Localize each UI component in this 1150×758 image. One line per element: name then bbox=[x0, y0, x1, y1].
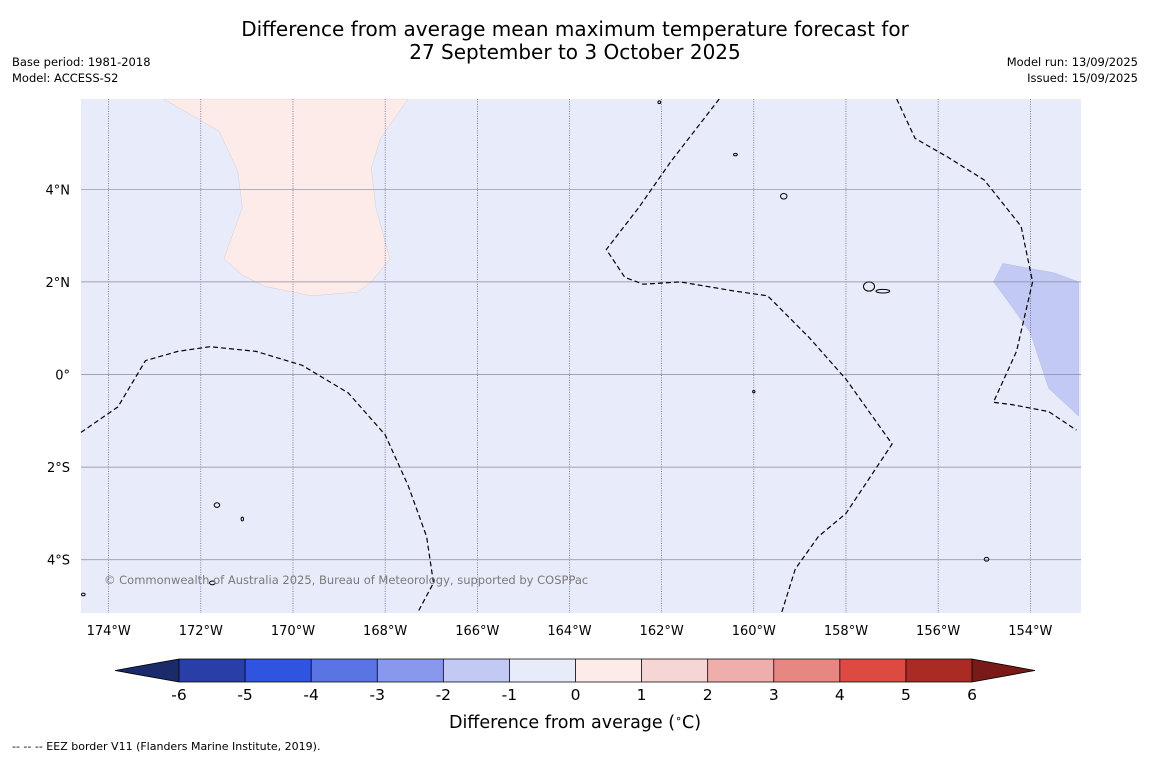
island-d bbox=[862, 281, 876, 292]
islands bbox=[80, 100, 990, 597]
colorbar-tick-label: -5 bbox=[237, 686, 252, 704]
longitude-tick-label: 156°W bbox=[916, 624, 960, 639]
longitude-tick-label: 168°W bbox=[363, 624, 407, 639]
colorbar-bin bbox=[443, 659, 510, 682]
latitude-tick-label: 4°S bbox=[47, 554, 70, 569]
colorbar-tick-label: -3 bbox=[370, 686, 385, 704]
issued-label: Issued: 15/09/2025 bbox=[1027, 70, 1138, 85]
colorbar-bin bbox=[575, 659, 642, 682]
chart-title-line-1: Difference from average mean maximum tem… bbox=[241, 17, 909, 41]
colorbar-bin bbox=[311, 659, 378, 682]
colorbar-tick-label: 6 bbox=[967, 686, 977, 704]
longitude-tick-label: 162°W bbox=[640, 624, 684, 639]
base-period-label: Base period: 1981-2018 bbox=[12, 55, 151, 69]
island-k bbox=[752, 389, 756, 394]
map-background bbox=[81, 99, 1081, 613]
longitude-tick-label: 160°W bbox=[732, 624, 776, 639]
colorbar-tick-label: 3 bbox=[769, 686, 779, 704]
island-j bbox=[80, 592, 86, 597]
colorbar-bin bbox=[509, 659, 576, 682]
island-h bbox=[209, 580, 216, 586]
longitude-tick-label: 154°W bbox=[1008, 624, 1052, 639]
map-grid bbox=[81, 99, 1081, 613]
colorbar-tick-label: -2 bbox=[436, 686, 451, 704]
model-run-label: Model run: 13/09/2025 bbox=[1006, 55, 1138, 69]
longitude-tick-label: 164°W bbox=[547, 624, 591, 639]
colorbar-tick-label: 1 bbox=[637, 686, 647, 704]
colorbar-bin bbox=[179, 659, 246, 682]
colorbar bbox=[114, 658, 1036, 683]
eez-border-line bbox=[80, 346, 435, 614]
island-b bbox=[733, 152, 738, 157]
colorbar-tick-label: -1 bbox=[502, 686, 517, 704]
eez-border-line bbox=[896, 98, 1077, 431]
colorbar-tick-label: 5 bbox=[901, 686, 911, 704]
eez-borders bbox=[80, 98, 1077, 614]
colorbar-bin bbox=[707, 659, 775, 682]
colorbar-under-arrow bbox=[115, 659, 179, 682]
colorbar-bin bbox=[905, 659, 973, 682]
eez-border-line bbox=[605, 98, 893, 614]
eez-source-note: -- -- -- EEZ border V11 (Flanders Marine… bbox=[12, 740, 321, 753]
latitude-tick-label: 4°N bbox=[46, 183, 71, 198]
colorbar-bin bbox=[377, 659, 444, 682]
map-axis-labels: 174°W 172°W 170°W 168°W 166°W 164°W 162°W 160°W… bbox=[46, 183, 1053, 639]
colorbar-bin bbox=[839, 659, 907, 682]
island-g bbox=[240, 516, 244, 522]
longitude-tick-label: 166°W bbox=[455, 624, 499, 639]
chart-title: Difference from average mean maximum tem… bbox=[0, 18, 1150, 64]
latitude-tick-label: 0° bbox=[55, 369, 70, 384]
colorbar-over-arrow bbox=[972, 659, 1035, 682]
colorbar-tick-label: 2 bbox=[703, 686, 713, 704]
model-label: Model: ACCESS-S2 bbox=[12, 70, 119, 85]
colorbar-label: Difference from average (∘C) bbox=[449, 712, 701, 734]
longitude-tick-label: 172°W bbox=[179, 624, 223, 639]
colorbar-ticks: -6 -5 -4 -3 -2 -1 0 1 2 3 4 5 6 bbox=[171, 686, 977, 704]
model-info: Base period: 1981-2018 Model: ACCESS-S2 bbox=[12, 55, 151, 86]
colorbar-outline bbox=[114, 658, 1036, 683]
map-background-fill bbox=[81, 99, 1081, 613]
longitude-tick-label: 170°W bbox=[271, 624, 315, 639]
island-a bbox=[657, 100, 662, 105]
chart-title-line-2: 27 September to 3 October 2025 bbox=[409, 40, 741, 64]
island-c bbox=[780, 192, 788, 200]
run-info: Model run: 13/09/2025 Issued: 15/09/2025 bbox=[1007, 55, 1138, 86]
colorbar-degree-symbol: ∘ bbox=[675, 712, 682, 725]
latitude-tick-label: 2°S bbox=[47, 461, 70, 476]
island-f bbox=[213, 502, 221, 508]
copyright-notice: © Commonwealth of Australia 2025, Bureau… bbox=[104, 573, 588, 587]
colorbar-bin bbox=[641, 659, 708, 682]
longitude-tick-label: 158°W bbox=[824, 624, 868, 639]
colorbar-tick-label: -4 bbox=[303, 686, 318, 704]
cool-region bbox=[993, 263, 1079, 417]
colorbar-unit: C) bbox=[682, 713, 701, 733]
colorbar-tick-label: -6 bbox=[171, 686, 186, 704]
island-e bbox=[875, 288, 891, 294]
island-i bbox=[983, 556, 990, 562]
latitude-tick-label: 2°N bbox=[46, 276, 71, 291]
colorbar-tick-label: 4 bbox=[835, 686, 845, 704]
colorbar-bin bbox=[773, 659, 841, 682]
colorbar-bin bbox=[245, 659, 312, 682]
longitude-tick-label: 174°W bbox=[87, 624, 131, 639]
colorbar-tick-label: 0 bbox=[571, 686, 581, 704]
colorbar-label-text: Difference from average ( bbox=[449, 713, 675, 733]
